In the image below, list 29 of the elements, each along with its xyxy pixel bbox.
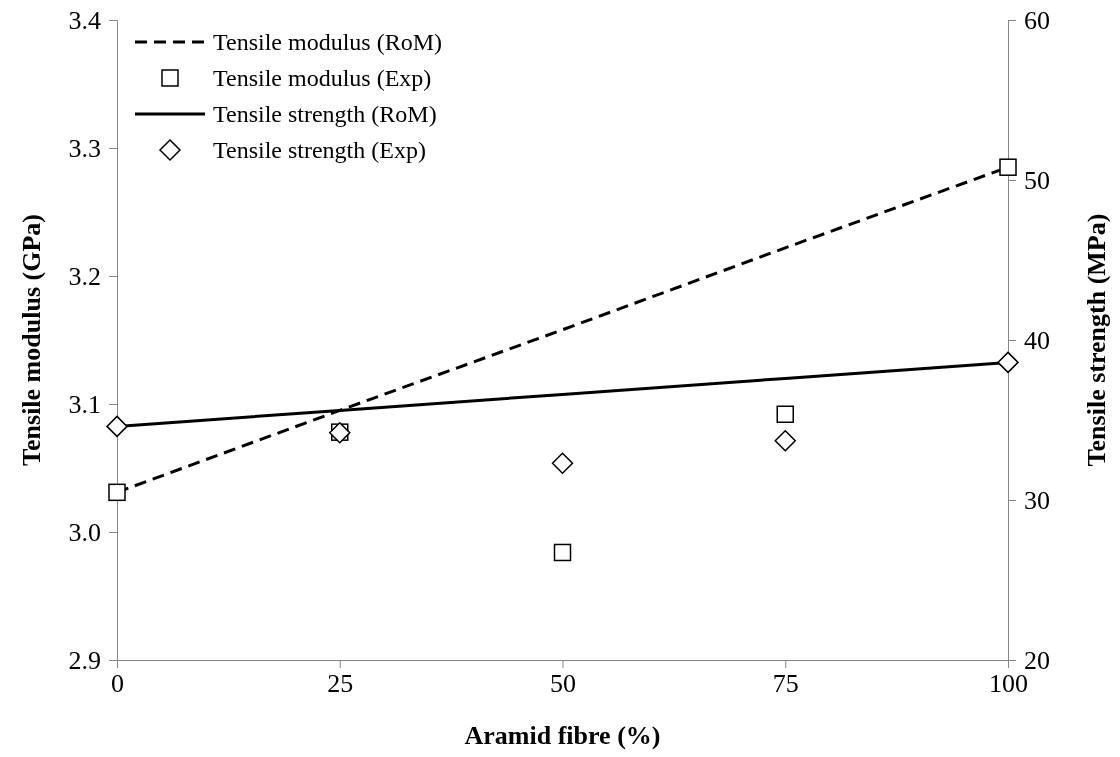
point — [774, 430, 796, 452]
y2-tick-label: 30 — [1024, 485, 1050, 515]
y2-axis-title: Tensile strength (MPa) — [1082, 213, 1111, 467]
y2-tick-label: 40 — [1024, 325, 1050, 355]
y-tick-label: 3.3 — [68, 133, 101, 163]
point — [999, 158, 1017, 176]
legend-label: Tensile modulus (RoM) — [213, 29, 442, 55]
y2-tick-label: 60 — [1024, 5, 1050, 35]
y-axis-title: Tensile modulus (GPa) — [17, 214, 46, 466]
x-tick-label: 0 — [111, 669, 124, 699]
y2-tick-label: 50 — [1024, 165, 1050, 195]
y-tick-label: 2.9 — [68, 645, 101, 675]
x-tick-label: 50 — [550, 669, 576, 699]
legend-label: Tensile modulus (Exp) — [213, 65, 432, 91]
point — [997, 351, 1019, 374]
x-tick-label: 75 — [772, 669, 799, 699]
point — [551, 452, 574, 474]
y-tick-label: 3.2 — [68, 261, 101, 291]
y-tick-label: 3.1 — [68, 389, 101, 419]
point — [776, 405, 794, 423]
y-tick-label: 3.0 — [68, 517, 101, 547]
point — [108, 483, 126, 502]
legend-label: Tensile strength (RoM) — [213, 101, 437, 127]
y-tick-label: 3.4 — [68, 5, 101, 35]
x-axis-title: Aramid fibre (%) — [464, 721, 661, 750]
legend-label: Tensile strength (Exp) — [213, 137, 426, 163]
point — [106, 415, 128, 438]
point — [553, 543, 572, 562]
x-tick-label: 25 — [327, 669, 354, 699]
